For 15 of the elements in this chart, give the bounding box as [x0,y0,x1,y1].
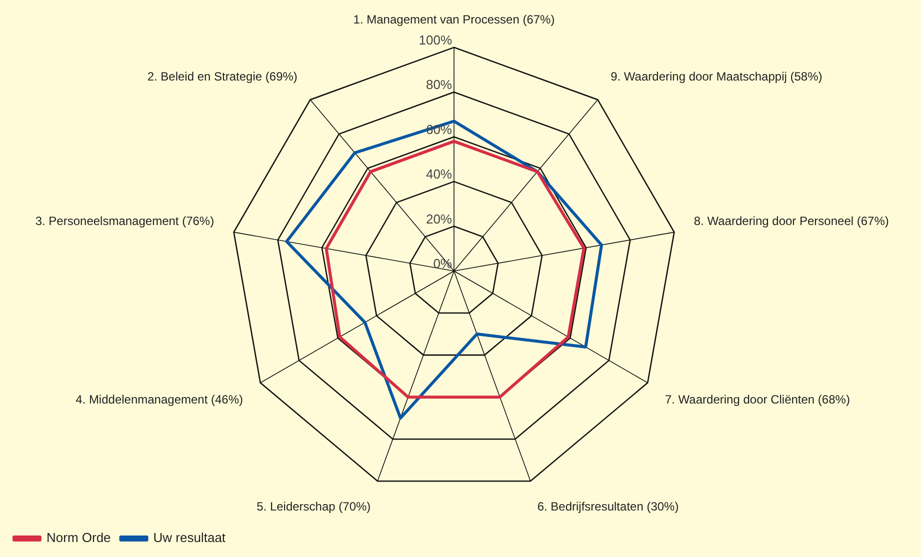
spoke-label: 6. Bedrijfsresultaten (30%) [537,499,679,514]
y-tick-label: 100% [418,32,452,48]
y-tick-label: 80% [426,77,452,92]
spoke-label: 4. Middelenmanagement (46%) [76,392,244,406]
y-tick-label: 20% [426,211,452,226]
spoke-label: 9. Waardering door Maatschappij (58%) [610,70,822,84]
spoke-label: 8. Waardering door Personeel (67%) [694,214,889,228]
spoke-label: 5. Leiderschap (70%) [256,499,371,514]
spoke-label: 1. Management van Processen (67%) [353,12,555,27]
legend-label: Uw resultaat [153,530,226,546]
legend-label: Norm Orde [46,530,111,546]
spoke-label: 3. Personeelsmanagement (76%) [35,214,214,228]
spoke-label: 2. Beleid en Strategie (69%) [147,70,298,84]
y-tick-label: 40% [426,166,452,182]
spoke-label: 7. Waardering door Cliënten (68%) [664,392,850,406]
